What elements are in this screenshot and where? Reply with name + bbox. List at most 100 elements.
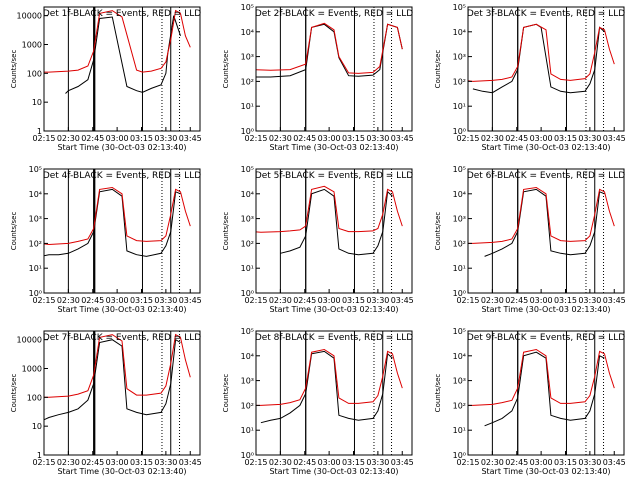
y-tick-label: 10³ bbox=[453, 377, 466, 386]
series-lld bbox=[256, 185, 403, 233]
y-tick-label: 10² bbox=[453, 401, 466, 410]
series-lld bbox=[44, 186, 191, 246]
series-lld bbox=[468, 23, 615, 82]
y-tick-label: 10¹ bbox=[241, 264, 254, 273]
x-tick-label: 03:00 bbox=[106, 296, 129, 305]
x-tick-label: 03:00 bbox=[318, 296, 341, 305]
x-tick-label: 03:15 bbox=[130, 296, 153, 305]
y-tick-label: 1000 bbox=[22, 41, 42, 50]
y-tick-label: 10¹ bbox=[453, 426, 466, 435]
y-tick-label: 10³ bbox=[241, 215, 254, 224]
x-axis-label: Start Time (30-Oct-03 02:13:40) bbox=[481, 143, 610, 152]
y-tick-label: 10000 bbox=[17, 12, 42, 21]
x-axis-label: Start Time (30-Oct-03 02:13:40) bbox=[481, 467, 610, 476]
x-tick-label: 02:45 bbox=[81, 296, 104, 305]
x-tick-label: 02:30 bbox=[481, 134, 504, 143]
x-tick-label: 02:15 bbox=[32, 134, 55, 143]
x-tick-label: 02:45 bbox=[505, 134, 528, 143]
y-tick-label: 10⁰ bbox=[453, 127, 466, 136]
y-tick-label: 10⁴ bbox=[453, 190, 466, 199]
x-axis-label: Start Time (30-Oct-03 02:13:40) bbox=[481, 305, 610, 314]
x-tick-label: 02:45 bbox=[293, 134, 316, 143]
y-tick-label: 10⁴ bbox=[29, 190, 42, 199]
plot-frame bbox=[467, 330, 625, 456]
x-tick-label: 02:45 bbox=[81, 134, 104, 143]
x-tick-label: 03:00 bbox=[106, 134, 129, 143]
plot-frame bbox=[467, 168, 625, 294]
x-tick-label: 03:00 bbox=[106, 458, 129, 467]
series-events bbox=[280, 188, 393, 256]
x-tick-label: 02:15 bbox=[456, 458, 479, 467]
y-tick-label: 10² bbox=[453, 77, 466, 86]
x-tick-label: 03:45 bbox=[603, 296, 626, 305]
x-axis-label: Start Time (30-Oct-03 02:13:40) bbox=[269, 305, 398, 314]
x-tick-label: 02:45 bbox=[81, 458, 104, 467]
y-tick-label: 100 bbox=[27, 69, 42, 78]
x-tick-label: 03:45 bbox=[391, 458, 414, 467]
panel-9: Det 9f-BLACK = Events, RED = LLD 10⁰ 10¹ 10… bbox=[434, 327, 626, 476]
x-tick-label: 03:15 bbox=[130, 134, 153, 143]
x-tick-label: 03:45 bbox=[179, 134, 202, 143]
x-axis-label: Start Time (30-Oct-03 02:13:40) bbox=[57, 305, 186, 314]
x-tick-label: 03:15 bbox=[342, 458, 365, 467]
x-tick-label: 03:00 bbox=[530, 458, 553, 467]
y-tick-label: 10⁰ bbox=[241, 451, 254, 460]
series-events bbox=[65, 15, 181, 94]
y-tick-label: 10⁵ bbox=[453, 165, 466, 174]
series-events bbox=[256, 23, 403, 78]
y-axis-label: Counts/sec bbox=[434, 50, 442, 89]
y-axis-label: Counts/sec bbox=[434, 212, 442, 251]
panel-title: Det 8f-BLACK = Events, RED = LLD bbox=[255, 333, 413, 343]
y-tick-label: 10⁵ bbox=[241, 3, 254, 12]
y-axis-label: Counts/sec bbox=[222, 374, 230, 413]
y-tick-label: 10³ bbox=[453, 53, 466, 62]
y-tick-label: 10¹ bbox=[241, 426, 254, 435]
plot-frame bbox=[467, 6, 625, 132]
y-tick-label: 10¹ bbox=[29, 264, 42, 273]
y-tick-label: 10³ bbox=[29, 215, 42, 224]
y-tick-label: 10⁴ bbox=[241, 190, 254, 199]
x-tick-label: 03:30 bbox=[366, 458, 389, 467]
y-tick-label: 10⁰ bbox=[29, 289, 42, 298]
panel-8: Det 8f-BLACK = Events, RED = LLD 10⁰ 10¹ 10… bbox=[222, 327, 414, 476]
y-tick-label: 10³ bbox=[241, 377, 254, 386]
y-tick-label: 10⁵ bbox=[453, 3, 466, 12]
x-tick-label: 02:45 bbox=[293, 458, 316, 467]
plot-frame bbox=[43, 6, 201, 132]
y-tick-label: 10² bbox=[241, 239, 254, 248]
x-tick-label: 02:45 bbox=[505, 458, 528, 467]
y-tick-label: 10⁴ bbox=[241, 28, 254, 37]
panel-title: Det 2f-BLACK = Events, RED = LLD bbox=[255, 9, 413, 19]
y-tick-label: 10¹ bbox=[453, 264, 466, 273]
y-tick-label: 10 bbox=[32, 98, 42, 107]
y-tick-label: 10⁴ bbox=[453, 352, 466, 361]
x-tick-label: 02:30 bbox=[269, 134, 292, 143]
panel-title: Det 9f-BLACK = Events, RED = LLD bbox=[467, 333, 625, 343]
series-lld bbox=[44, 9, 191, 73]
x-axis-label: Start Time (30-Oct-03 02:13:40) bbox=[57, 467, 186, 476]
series-lld bbox=[256, 22, 403, 74]
panel-3: Det 3f-BLACK = Events, RED = LLD 10⁰ 10¹ 10… bbox=[434, 3, 626, 152]
x-tick-label: 02:15 bbox=[244, 134, 267, 143]
panel-title: Det 5f-BLACK = Events, RED = LLD bbox=[255, 171, 413, 181]
x-tick-label: 02:30 bbox=[57, 296, 80, 305]
y-tick-label: 1000 bbox=[22, 365, 42, 374]
panel-4: Det 4f-BLACK = Events, RED = LLD 10⁰ 10¹ 10… bbox=[10, 165, 202, 314]
plot-frame bbox=[255, 330, 413, 456]
y-tick-label: 10³ bbox=[453, 215, 466, 224]
plot-frame bbox=[43, 168, 201, 294]
x-tick-label: 03:30 bbox=[154, 296, 177, 305]
x-tick-label: 02:45 bbox=[293, 296, 316, 305]
panel-1: Det 1f-BLACK = Events, RED = LLD 1 10 100 10… bbox=[10, 6, 202, 152]
panel-6: Det 6f-BLACK = Events, RED = LLD 10⁰ 10¹ 10… bbox=[434, 165, 626, 314]
x-tick-label: 03:45 bbox=[179, 458, 202, 467]
y-tick-label: 100 bbox=[27, 393, 42, 402]
y-tick-label: 10⁵ bbox=[241, 165, 254, 174]
x-tick-label: 02:30 bbox=[269, 296, 292, 305]
x-tick-label: 03:00 bbox=[318, 134, 341, 143]
series-events bbox=[44, 188, 181, 257]
x-axis-label: Start Time (30-Oct-03 02:13:40) bbox=[269, 143, 398, 152]
y-tick-label: 1 bbox=[37, 127, 42, 136]
